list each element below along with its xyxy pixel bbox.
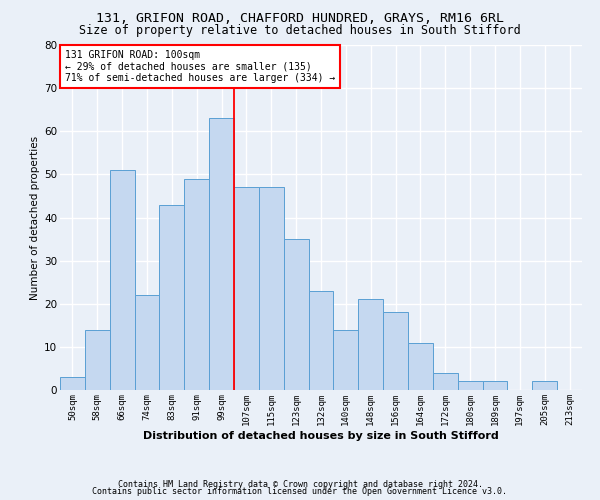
Text: Contains HM Land Registry data © Crown copyright and database right 2024.: Contains HM Land Registry data © Crown c… [118,480,482,489]
Bar [60,377,85,390]
Bar [259,188,284,390]
Text: Contains public sector information licensed under the Open Government Licence v3: Contains public sector information licen… [92,487,508,496]
Bar [234,188,259,390]
Bar [408,342,433,390]
Bar [110,170,134,390]
Bar [160,204,184,390]
Bar [85,330,110,390]
Y-axis label: Number of detached properties: Number of detached properties [30,136,40,300]
Bar [358,300,383,390]
Bar [433,373,458,390]
Bar [482,382,508,390]
Text: 131 GRIFON ROAD: 100sqm
← 29% of detached houses are smaller (135)
71% of semi-d: 131 GRIFON ROAD: 100sqm ← 29% of detache… [65,50,335,84]
Bar [458,382,482,390]
Bar [284,239,308,390]
Bar [532,382,557,390]
X-axis label: Distribution of detached houses by size in South Stifford: Distribution of detached houses by size … [143,430,499,440]
Bar [334,330,358,390]
Bar [184,178,209,390]
Text: 131, GRIFON ROAD, CHAFFORD HUNDRED, GRAYS, RM16 6RL: 131, GRIFON ROAD, CHAFFORD HUNDRED, GRAY… [96,12,504,26]
Bar [209,118,234,390]
Text: Size of property relative to detached houses in South Stifford: Size of property relative to detached ho… [79,24,521,37]
Bar [134,295,160,390]
Bar [308,291,334,390]
Bar [383,312,408,390]
